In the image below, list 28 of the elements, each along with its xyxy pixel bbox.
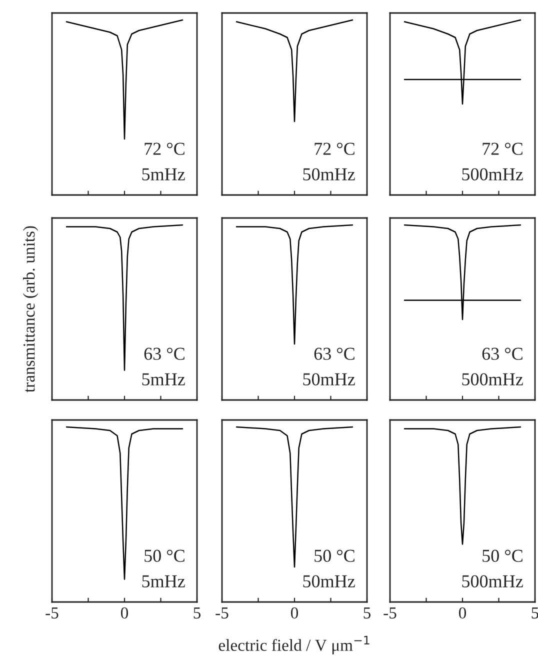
y-axis-title: transmittance (arb. units): [22, 226, 38, 392]
annotation: 5mHz: [142, 168, 185, 180]
annotation: 72 °C: [144, 142, 184, 155]
x-tick-label: 5: [364, 608, 371, 619]
x-tick-label: 0: [120, 607, 128, 619]
annotation: 500mHz: [462, 168, 523, 180]
x-tick-label: 0: [458, 607, 466, 619]
annotation: 500mHz: [462, 575, 523, 588]
x-axis-title: electric field / V μm$^{−1}$: [218, 636, 370, 654]
x-tick-label: 5: [194, 608, 201, 619]
annotation: 72 °C: [482, 142, 522, 155]
annotation: 50 °C: [144, 550, 184, 562]
annotation: 50 °C: [482, 550, 522, 562]
annotation: 500mHz: [462, 373, 523, 386]
annotation: 63 °C: [482, 348, 522, 360]
annotation: 50mHz: [303, 373, 355, 386]
annotation: 50mHz: [303, 575, 355, 588]
annotation: 5mHz: [142, 575, 185, 588]
annotation: 72 °C: [314, 142, 354, 155]
annotation: 63 °C: [144, 348, 184, 360]
x-tick-label: 0: [290, 607, 298, 619]
annotation: 50mHz: [303, 168, 355, 180]
x-tick-label: -5: [384, 608, 396, 619]
annotation: 50 °C: [314, 550, 354, 562]
x-tick-label: -5: [216, 608, 228, 619]
x-tick-label: -5: [46, 608, 58, 619]
annotation: 5mHz: [142, 373, 185, 386]
annotation: 63 °C: [314, 348, 354, 360]
